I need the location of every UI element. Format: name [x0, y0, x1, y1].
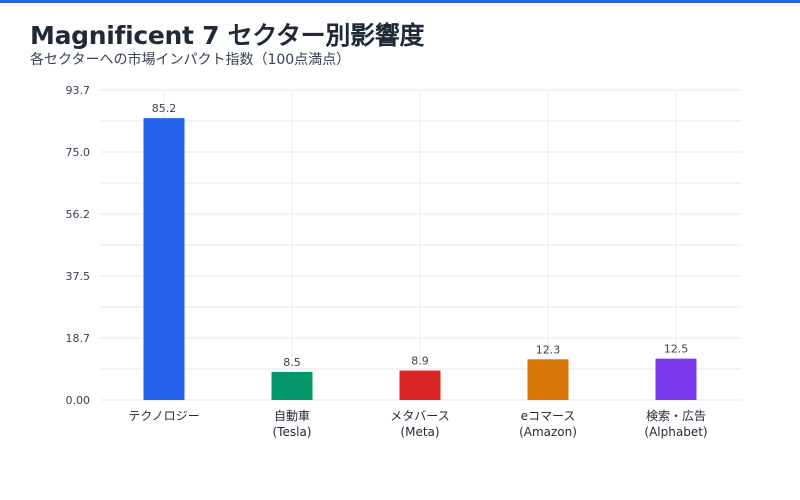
- x-category-label: (Tesla): [273, 425, 312, 439]
- x-category-label: (Amazon): [519, 425, 577, 439]
- y-tick-label: 0.00: [66, 394, 91, 407]
- y-tick-label: 37.5: [66, 270, 91, 283]
- bar: [143, 118, 185, 400]
- chart-subtitle: 各セクターへの市場インパクト指数（100点満点）: [30, 52, 351, 68]
- y-tick-label: 75.0: [66, 146, 91, 159]
- data-label: 12.5: [664, 343, 689, 356]
- bar: [271, 371, 313, 400]
- x-category-label: テクノロジー: [128, 409, 199, 423]
- data-label: 12.3: [536, 343, 561, 356]
- y-tick-label: 93.7: [66, 84, 91, 97]
- top-accent-bar: [0, 0, 800, 3]
- data-label: 8.5: [283, 356, 301, 369]
- data-label: 85.2: [152, 102, 177, 115]
- x-category-label: 自動車: [274, 409, 310, 423]
- y-tick-label: 18.7: [66, 332, 91, 345]
- y-tick-label: 56.2: [66, 208, 91, 221]
- x-category-label: 検索・広告: [646, 409, 706, 423]
- x-category-label: メタバース: [390, 409, 449, 423]
- x-category-label: eコマース: [521, 409, 576, 423]
- bar: [399, 370, 441, 400]
- x-category-label: (Alphabet): [644, 425, 707, 439]
- bar: [655, 358, 697, 400]
- bar: [527, 359, 569, 400]
- x-category-label: (Meta): [400, 425, 439, 439]
- chart-title: Magnificent 7 セクター別影響度: [30, 21, 425, 50]
- data-label: 8.9: [411, 355, 429, 368]
